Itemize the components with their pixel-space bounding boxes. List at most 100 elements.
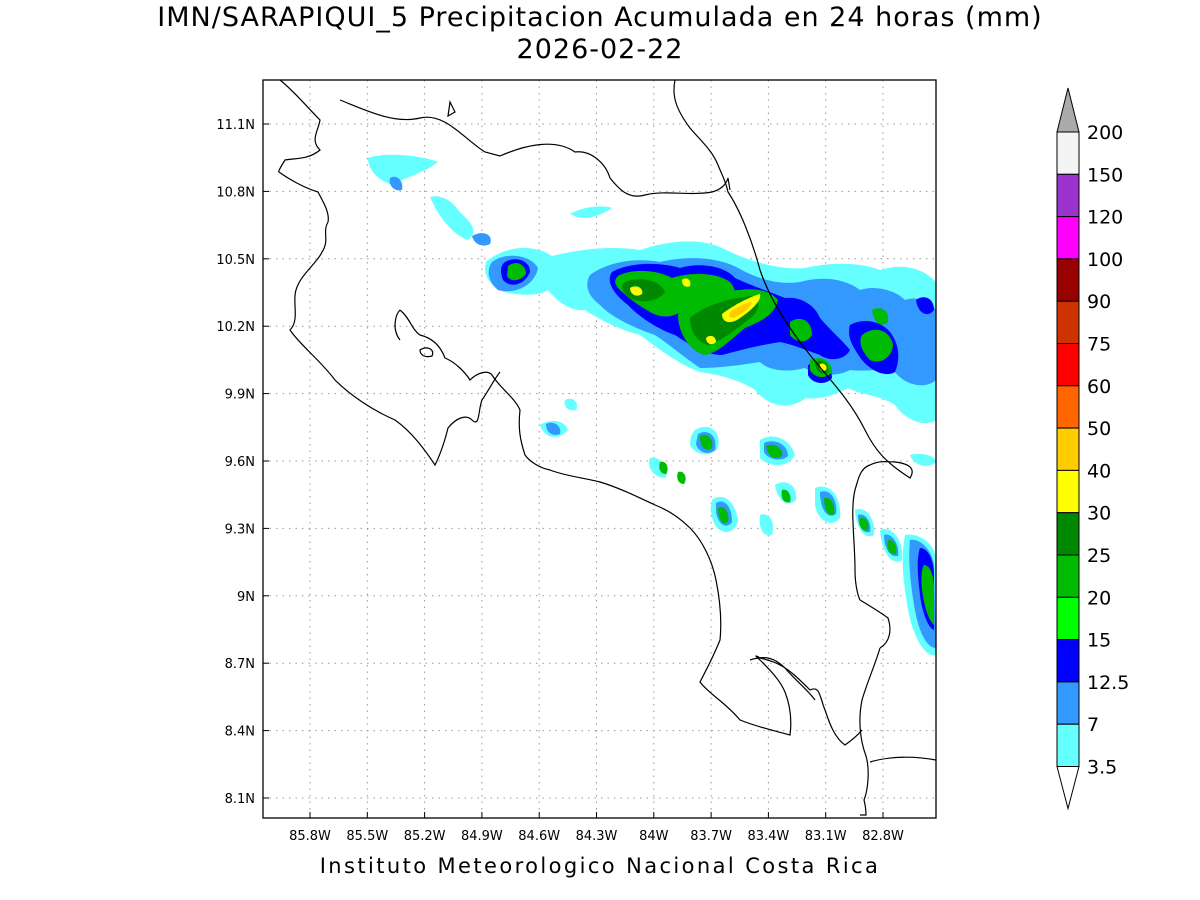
precip-area-7 [389,176,403,191]
precip-area-20 [781,489,791,503]
precip-area-20 [677,471,686,484]
latitude-tick-labels: 11.1N 10.8N 10.5N 10.2N 9.9N 9.6N 9.3N 9N 8.7N 8.… [216,118,269,807]
lat-tick-label: 10.2N [216,320,255,335]
colorbar-label: 15 [1087,630,1111,652]
precip-area-30 [630,286,643,296]
lat-tick-label: 8.4N [225,725,255,740]
precipitation-field [368,154,936,656]
precip-area-20 [860,329,893,362]
precip-area-30 [682,278,691,287]
colorbar-swatch [1056,173,1080,218]
lon-tick-label: 84W [639,829,669,844]
lon-tick-label: 85.2W [404,829,446,844]
colorbar-under-arrow [1056,766,1080,811]
colorbar-swatch [1056,639,1080,683]
precip-area-7 [546,422,561,435]
colorbar-swatch [1056,385,1080,429]
colorbar-swatch [1056,681,1080,725]
lat-tick-label: 10.8N [216,185,255,200]
map-date: 2026-02-22 [516,34,684,65]
osa-peninsula [749,657,816,701]
precip-area-20 [507,263,526,281]
nicaragua-lake-shore [339,99,731,197]
map-frame [262,79,937,819]
precip-area-25 [622,279,665,302]
colorbar-label: 20 [1087,587,1111,609]
pacific-coast [278,171,501,467]
lat-tick-label: 9.6N [225,455,255,470]
lat-tick-label: 9.9N [225,388,255,403]
colorbar-label: 120 [1087,207,1123,229]
precip-area-20 [887,539,897,555]
colorbar-label: 90 [1087,291,1111,313]
lat-tick-label: 8.7N [225,657,255,672]
precip-area-20 [659,461,668,474]
colorbar-swatch [1056,258,1080,302]
gridlines [263,80,936,818]
panama-coast [859,599,891,649]
precip-area-light [570,206,612,218]
colorbar-label: 25 [1087,545,1111,567]
lat-tick-label: 9N [237,590,255,605]
precip-area-light [759,514,774,536]
precip-area-20 [824,497,835,515]
colorbar-swatch [1056,512,1080,556]
colorbar-label: 7 [1087,714,1099,736]
footer-credit: Instituto Meteorologico Nacional Costa R… [319,854,881,878]
longitude-tick-labels: 85.8W 85.5W 85.2W 84.9W 84.6W 84.3W 84W 83.7W 83… [289,812,904,844]
colorbar: 200 150 120 100 90 75 60 50 40 30 25 20 15 12.5 7 3.5 [1056,87,1129,811]
colorbar-label: 100 [1087,249,1123,271]
precip-area-30 [706,335,716,345]
precip-area-light [564,398,578,411]
colorbar-swatch [1056,554,1080,598]
lon-tick-label: 83.1W [805,829,847,844]
lon-tick-label: 85.8W [289,829,331,844]
panama-coast-south [869,756,937,763]
colorbar-swatch [1056,723,1080,768]
panama-border [859,647,881,816]
colorbar-label: 60 [1087,376,1111,398]
nicoya-inlet [419,347,434,358]
colorbar-label: 50 [1087,418,1111,440]
colorbar-label: 30 [1087,503,1111,525]
precip-area-7 [472,233,491,246]
colorbar-label: 75 [1087,334,1111,356]
precip-area-20 [700,434,713,450]
lon-tick-label: 85.5W [346,829,388,844]
colorbar-swatch [1056,596,1080,641]
colorbar-label: 40 [1087,460,1111,482]
colorbar-swatch [1056,343,1080,387]
lon-tick-label: 83.4W [747,829,789,844]
precip-area-light [368,154,438,185]
precip-area-20 [921,565,934,625]
colorbar-label: 12.5 [1087,672,1129,694]
nicaragua-border [278,79,321,173]
precip-area-20 [718,506,729,524]
lon-tick-label: 84.3W [576,829,618,844]
lon-tick-label: 84.9W [461,829,503,844]
colorbar-label: 200 [1087,122,1123,144]
caribbean-coast [673,79,913,601]
nicoya-peninsula-edge [394,309,401,341]
precip-area-20 [766,444,783,458]
precip-area-light [430,196,474,240]
colorbar-swatch [1056,427,1080,471]
lat-tick-label: 11.1N [216,118,255,133]
precip-area-light [910,453,936,466]
colorbar-over-arrow [1056,87,1080,133]
island [447,100,456,118]
lon-tick-label: 84.6W [518,829,560,844]
colorbar-swatch [1056,300,1080,345]
colorbar-swatch [1056,469,1080,514]
precip-area-15 [916,297,934,315]
lat-tick-label: 8.1N [225,792,255,807]
coastlines [278,79,937,816]
precip-area-20 [859,517,869,531]
precip-area-40 [729,302,752,318]
precip-area-20 [872,308,889,325]
lat-tick-label: 10.5N [216,253,255,268]
lon-tick-label: 83.7W [690,829,732,844]
lat-tick-label: 9.3N [225,522,255,537]
colorbar-label: 150 [1087,164,1123,186]
colorbar-swatch [1056,216,1080,260]
